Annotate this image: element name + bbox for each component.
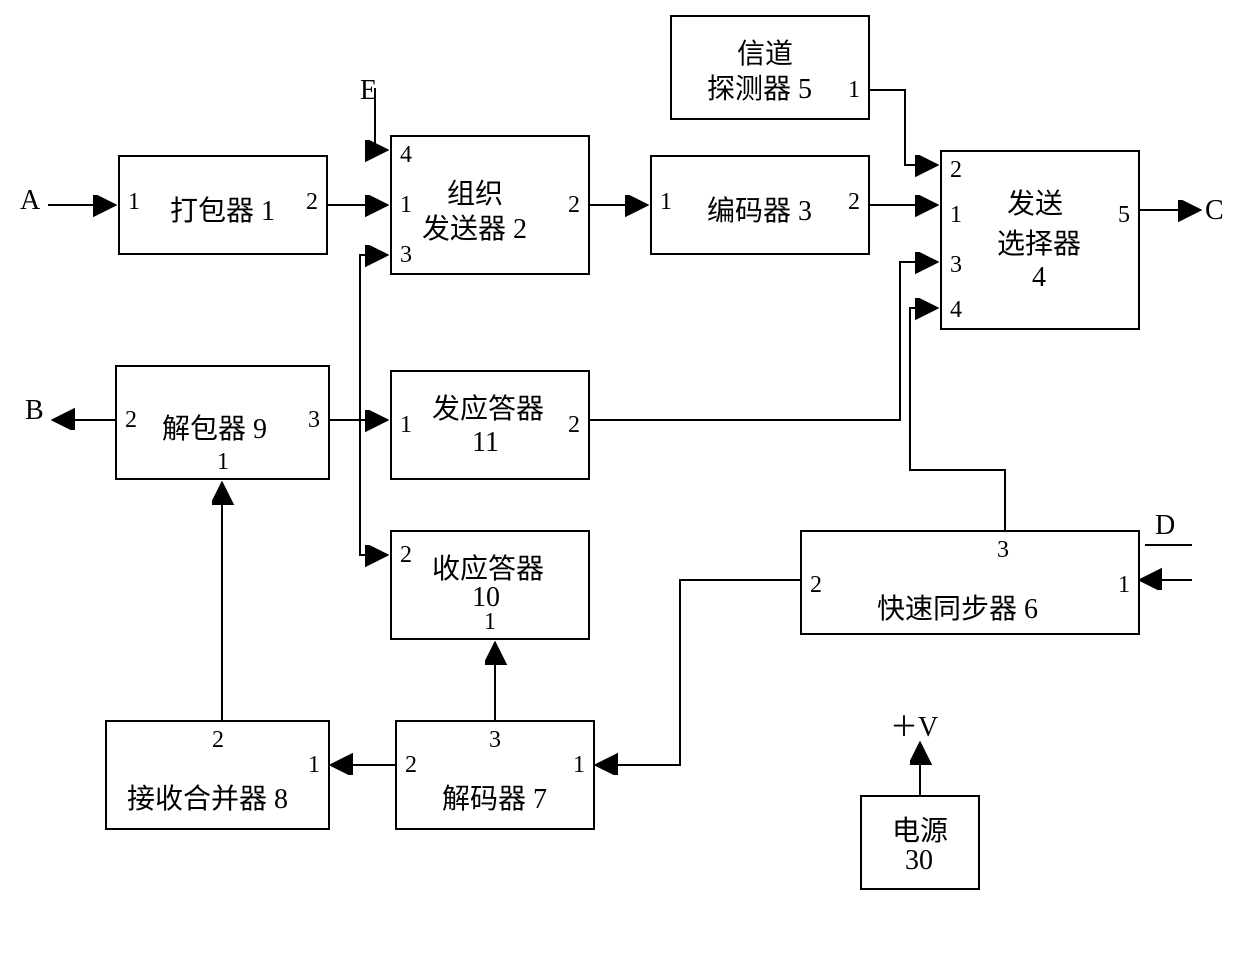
org-sender-p2: 2 xyxy=(568,192,580,219)
responder-tx-p2: 2 xyxy=(568,412,580,439)
box-responder-rx: 2 收应答器 10 1 xyxy=(390,530,590,640)
unpacker-label: 解包器 9 xyxy=(162,407,267,447)
label-E: E xyxy=(360,75,377,107)
org-sender-p3: 3 xyxy=(400,242,412,269)
box-packer: 打包器 1 1 2 xyxy=(118,155,328,255)
send-selector-l2: 选择器 xyxy=(997,222,1081,262)
org-sender-l1: 组织 xyxy=(447,172,503,212)
label-V: ＋V xyxy=(890,705,938,745)
label-D: D xyxy=(1155,510,1175,542)
box-detector: 信道 探测器 5 1 xyxy=(670,15,870,120)
box-fast-sync: 2 3 1 快速同步器 6 xyxy=(800,530,1140,635)
diagram-canvas: A B C D E ＋V 打包器 1 1 2 组织 发送器 2 4 1 3 2 … xyxy=(0,0,1240,962)
unpacker-p2: 2 xyxy=(125,407,137,434)
decoder-p3: 3 xyxy=(489,727,501,754)
fast-sync-p1: 1 xyxy=(1118,572,1130,599)
send-selector-p4: 4 xyxy=(950,297,962,324)
fast-sync-label: 快速同步器 6 xyxy=(877,587,1038,627)
org-sender-l2: 发送器 2 xyxy=(422,207,527,247)
rx-merger-label: 接收合并器 8 xyxy=(127,777,288,817)
send-selector-p5: 5 xyxy=(1118,202,1130,229)
decoder-p1: 1 xyxy=(573,752,585,779)
decoder-label: 解码器 7 xyxy=(442,777,547,817)
label-B: B xyxy=(25,395,44,427)
box-send-selector: 2 1 3 4 5 发送 选择器 4 xyxy=(940,150,1140,330)
power-l2: 30 xyxy=(905,845,933,877)
responder-rx-l1: 收应答器 xyxy=(432,547,544,587)
fast-sync-p2: 2 xyxy=(810,572,822,599)
send-selector-l1: 发送 xyxy=(1007,182,1063,222)
send-selector-p2: 2 xyxy=(950,157,962,184)
box-unpacker: 2 解包器 9 3 1 xyxy=(115,365,330,480)
send-selector-p1: 1 xyxy=(950,202,962,229)
responder-tx-l1: 发应答器 xyxy=(432,387,544,427)
detector-l1: 信道 xyxy=(737,32,793,72)
detector-p1: 1 xyxy=(848,77,860,104)
label-A: A xyxy=(20,185,40,217)
label-C: C xyxy=(1205,195,1224,227)
responder-tx-l2: 11 xyxy=(472,427,499,459)
unpacker-p3: 3 xyxy=(308,407,320,434)
detector-l2: 探测器 5 xyxy=(707,67,812,107)
box-encoder: 1 编码器 3 2 xyxy=(650,155,870,255)
responder-rx-p2: 2 xyxy=(400,542,412,569)
encoder-p2: 2 xyxy=(848,189,860,216)
org-sender-p1: 1 xyxy=(400,192,412,219)
packer-label: 打包器 1 xyxy=(170,189,275,229)
encoder-label: 编码器 3 xyxy=(707,189,812,229)
responder-tx-p1: 1 xyxy=(400,412,412,439)
fast-sync-p3: 3 xyxy=(997,537,1009,564)
decoder-p2: 2 xyxy=(405,752,417,779)
unpacker-p1: 1 xyxy=(217,449,229,476)
rx-merger-p1: 1 xyxy=(308,752,320,779)
box-responder-tx: 1 发应答器 11 2 xyxy=(390,370,590,480)
send-selector-p3: 3 xyxy=(950,252,962,279)
org-sender-p4: 4 xyxy=(400,142,412,169)
box-rx-merger: 2 1 接收合并器 8 xyxy=(105,720,330,830)
power-l1: 电源 xyxy=(892,809,948,849)
box-decoder: 2 3 1 解码器 7 xyxy=(395,720,595,830)
encoder-p1: 1 xyxy=(660,189,672,216)
responder-rx-p1: 1 xyxy=(484,609,496,636)
box-power: 电源 30 xyxy=(860,795,980,890)
box-org-sender: 组织 发送器 2 4 1 3 2 xyxy=(390,135,590,275)
packer-p1: 1 xyxy=(128,189,140,216)
send-selector-l3: 4 xyxy=(1032,262,1046,294)
packer-p2: 2 xyxy=(306,189,318,216)
rx-merger-p2: 2 xyxy=(212,727,224,754)
